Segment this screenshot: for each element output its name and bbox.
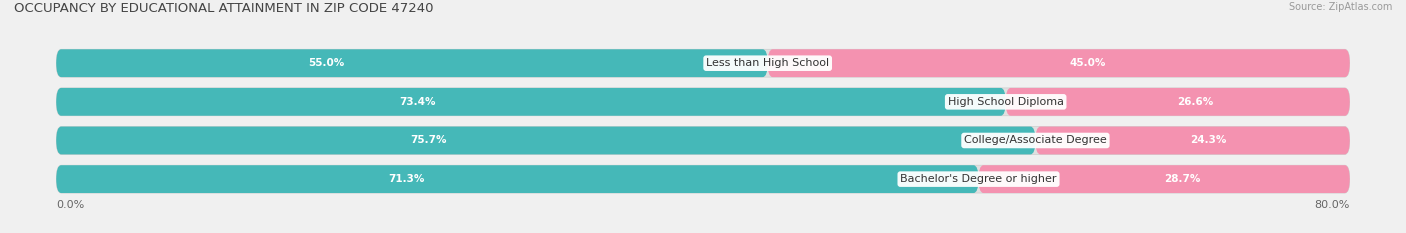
FancyBboxPatch shape: [56, 165, 1350, 193]
Text: College/Associate Degree: College/Associate Degree: [965, 135, 1107, 145]
Text: Less than High School: Less than High School: [706, 58, 830, 68]
Text: Bachelor's Degree or higher: Bachelor's Degree or higher: [900, 174, 1057, 184]
Text: Source: ZipAtlas.com: Source: ZipAtlas.com: [1288, 2, 1392, 12]
Text: 26.6%: 26.6%: [1177, 97, 1213, 107]
Text: 75.7%: 75.7%: [411, 135, 447, 145]
Text: High School Diploma: High School Diploma: [948, 97, 1064, 107]
FancyBboxPatch shape: [56, 127, 1035, 154]
Text: OCCUPANCY BY EDUCATIONAL ATTAINMENT IN ZIP CODE 47240: OCCUPANCY BY EDUCATIONAL ATTAINMENT IN Z…: [14, 2, 433, 15]
FancyBboxPatch shape: [979, 165, 1350, 193]
Text: 0.0%: 0.0%: [56, 200, 84, 210]
Text: 55.0%: 55.0%: [308, 58, 344, 68]
FancyBboxPatch shape: [1005, 88, 1350, 116]
FancyBboxPatch shape: [56, 88, 1350, 116]
Text: 28.7%: 28.7%: [1164, 174, 1201, 184]
FancyBboxPatch shape: [1035, 127, 1350, 154]
FancyBboxPatch shape: [56, 49, 768, 77]
FancyBboxPatch shape: [768, 49, 1350, 77]
Text: 80.0%: 80.0%: [1315, 200, 1350, 210]
Text: 71.3%: 71.3%: [388, 174, 425, 184]
FancyBboxPatch shape: [56, 127, 1350, 154]
FancyBboxPatch shape: [56, 165, 979, 193]
Text: 73.4%: 73.4%: [399, 97, 436, 107]
FancyBboxPatch shape: [56, 49, 1350, 77]
Text: 24.3%: 24.3%: [1189, 135, 1226, 145]
FancyBboxPatch shape: [56, 88, 1005, 116]
Text: 45.0%: 45.0%: [1070, 58, 1107, 68]
